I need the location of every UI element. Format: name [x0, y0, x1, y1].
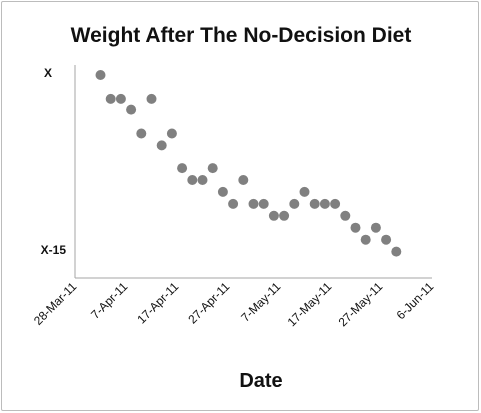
chart-title: Weight After The No-Decision Diet	[71, 24, 412, 47]
data-point	[360, 234, 371, 245]
data-point	[340, 210, 351, 221]
data-point	[330, 198, 341, 209]
x-tick-label: 7-Apr-11	[88, 279, 131, 322]
data-point	[156, 140, 167, 151]
data-point	[268, 210, 279, 221]
x-tick-label: 7-May-11	[238, 279, 283, 324]
data-point	[309, 198, 320, 209]
data-point	[370, 222, 381, 233]
x-tick-label: 27-Apr-11	[185, 279, 232, 326]
x-tick-label: 6-Jun-11	[394, 279, 437, 322]
y-tick-label-bottom: X-15	[41, 243, 67, 257]
data-point	[381, 234, 392, 245]
x-axis-label: Date	[239, 370, 282, 392]
data-point	[105, 93, 116, 104]
data-point	[115, 93, 126, 104]
data-point	[126, 104, 137, 115]
data-point	[299, 186, 310, 197]
data-point	[350, 222, 361, 233]
data-point	[391, 246, 402, 257]
data-point	[207, 163, 218, 174]
data-point	[146, 93, 157, 104]
data-point	[289, 198, 300, 209]
y-tick-label-top: X	[44, 66, 52, 80]
data-point	[228, 198, 239, 209]
x-tick-label: 17-Apr-11	[134, 279, 181, 326]
data-point	[95, 70, 106, 80]
data-point	[166, 128, 177, 139]
data-point	[248, 198, 259, 209]
data-point	[238, 175, 249, 185]
x-tick-labels: 28-Mar-11 7-Apr-11 17-Apr-11 27-Apr-11 7-May…	[31, 279, 437, 329]
x-tick-label: 28-Mar-11	[31, 279, 80, 328]
data-point	[279, 210, 290, 221]
data-point	[217, 186, 228, 197]
data-point	[136, 128, 147, 139]
data-point	[258, 198, 269, 209]
x-tick-label: 17-May-11	[285, 279, 335, 329]
x-tick-label: 27-May-11	[336, 279, 386, 329]
data-point	[197, 175, 208, 185]
data-point	[319, 198, 330, 209]
data-points	[95, 70, 402, 257]
data-point	[177, 163, 188, 174]
data-point	[187, 175, 198, 185]
